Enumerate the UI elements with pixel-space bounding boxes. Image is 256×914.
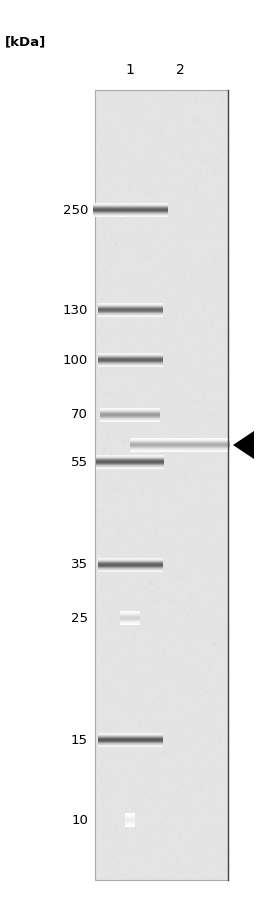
Text: 2: 2: [176, 63, 184, 77]
Text: 250: 250: [63, 204, 88, 217]
Text: 100: 100: [63, 354, 88, 367]
Text: 55: 55: [71, 455, 88, 469]
Polygon shape: [233, 431, 254, 459]
Text: [kDa]: [kDa]: [5, 36, 46, 48]
Text: 15: 15: [71, 734, 88, 747]
Bar: [95, 90, 228, 880]
Text: 25: 25: [71, 611, 88, 624]
Text: 35: 35: [71, 558, 88, 571]
Text: 130: 130: [63, 303, 88, 316]
Text: 1: 1: [125, 63, 134, 77]
Text: 10: 10: [71, 813, 88, 826]
Text: 70: 70: [71, 409, 88, 421]
